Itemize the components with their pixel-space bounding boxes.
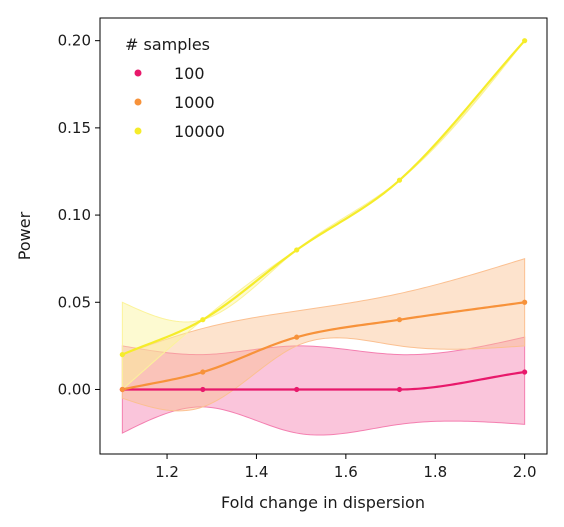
x-axis-ticks: 1.2 1.4 1.6 1.8 2.0 [155, 454, 537, 481]
legend: # samples 100 1000 10000 [125, 35, 225, 141]
line-100 [122, 370, 525, 391]
point-1000 [522, 299, 528, 305]
point-10000 [294, 247, 300, 253]
x-tick-label: 1.6 [334, 463, 358, 481]
y-tick-label: 0.10 [58, 206, 91, 224]
y-tick-label: 0.20 [58, 32, 91, 50]
y-tick-label: 0.05 [58, 293, 91, 311]
legend-marker-100 [134, 69, 142, 77]
band-1000 [121, 257, 526, 412]
legend-marker-1000 [134, 98, 142, 106]
point-100 [294, 386, 300, 393]
point-100 [396, 386, 403, 393]
plot-frame [99, 17, 548, 455]
legend-label-1000: 1000 [174, 93, 215, 112]
point-1000 [396, 317, 403, 323]
y-tick-label: 0.00 [58, 380, 91, 398]
legend-label-100: 100 [174, 64, 205, 83]
legend-marker-10000 [134, 127, 142, 135]
y-tick-label: 0.15 [58, 119, 91, 137]
series-points [119, 38, 528, 393]
point-1000 [294, 334, 300, 340]
x-tick-label: 2.0 [513, 463, 537, 481]
y-axis-ticks: 0.00 0.05 0.10 0.15 0.20 [58, 32, 100, 398]
point-10000 [119, 351, 125, 358]
band-100 [121, 336, 526, 436]
y-axis-label: Power [15, 211, 34, 260]
line-1000 [122, 301, 525, 391]
confidence-bands [121, 40, 526, 436]
x-tick-label: 1.8 [423, 463, 447, 481]
legend-title: # samples [125, 35, 210, 54]
point-10000 [522, 38, 528, 44]
point-1000 [200, 369, 206, 375]
legend-label-10000: 10000 [174, 122, 225, 141]
point-1000 [119, 386, 125, 393]
point-10000 [200, 317, 206, 323]
line-10000 [121, 39, 526, 356]
point-10000 [396, 177, 403, 183]
x-axis-label: Fold change in dispersion [221, 493, 425, 512]
x-tick-label: 1.2 [155, 463, 179, 481]
series-lines [121, 39, 526, 391]
x-tick-label: 1.4 [245, 463, 269, 481]
point-100 [522, 369, 528, 375]
point-100 [200, 386, 206, 393]
